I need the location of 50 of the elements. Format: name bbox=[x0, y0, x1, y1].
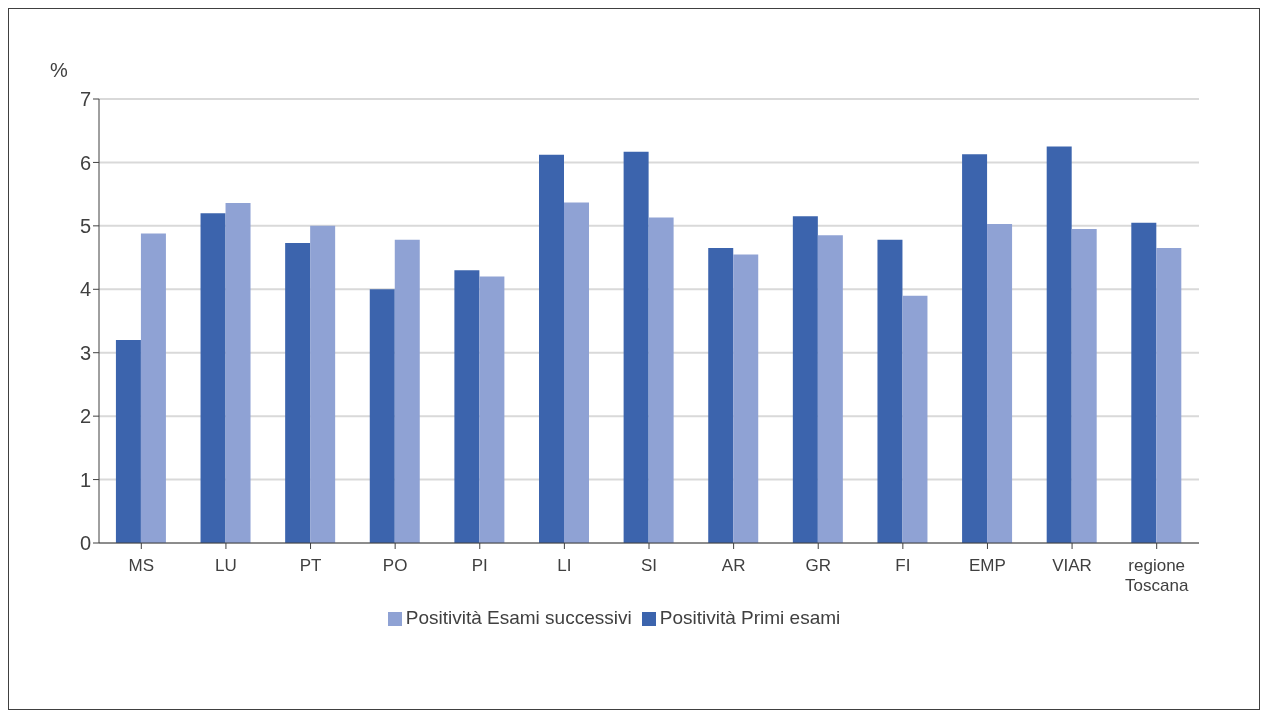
bar bbox=[479, 276, 505, 543]
x-tick-label: MS bbox=[128, 556, 155, 575]
x-tick-label: FI bbox=[895, 556, 911, 575]
y-tick-label: 1 bbox=[79, 468, 91, 491]
x-tick-label: LI bbox=[557, 556, 572, 575]
x-tick-label: PT bbox=[299, 556, 322, 575]
y-tick-label: 5 bbox=[79, 214, 91, 237]
x-tick-label: regione Toscana bbox=[1125, 556, 1189, 595]
bar bbox=[394, 239, 420, 543]
bar bbox=[987, 223, 1013, 543]
legend-label: Positività Primi esami bbox=[659, 607, 841, 628]
bar bbox=[792, 216, 818, 543]
bar bbox=[115, 340, 141, 543]
y-axis-title: % bbox=[50, 59, 69, 81]
bar bbox=[564, 202, 589, 543]
x-tick-label: AR bbox=[721, 556, 746, 575]
y-tick-label: 7 bbox=[79, 88, 91, 111]
y-tick-label: 3 bbox=[79, 341, 91, 364]
bar bbox=[877, 239, 903, 543]
x-tick-label: VIAR bbox=[1052, 556, 1092, 575]
bar bbox=[817, 235, 843, 543]
y-tick-label: 6 bbox=[79, 151, 91, 174]
bar bbox=[648, 217, 674, 543]
bar bbox=[285, 242, 311, 543]
bar bbox=[454, 270, 480, 543]
bar bbox=[708, 248, 734, 543]
bar bbox=[225, 203, 251, 543]
y-tick-label: 4 bbox=[79, 278, 91, 301]
x-tick-label: GR bbox=[805, 556, 831, 575]
bar bbox=[1131, 222, 1157, 543]
x-tick-label: PO bbox=[382, 556, 408, 575]
legend-label: Positività Esami successivi bbox=[405, 607, 632, 628]
x-tick-label: SI bbox=[640, 556, 658, 575]
y-tick-label: 2 bbox=[79, 405, 91, 428]
bar bbox=[962, 154, 988, 543]
x-tick-label: PI bbox=[471, 556, 488, 575]
bar bbox=[310, 225, 336, 543]
bar bbox=[902, 295, 928, 543]
bar bbox=[369, 289, 395, 543]
bar bbox=[1046, 146, 1072, 543]
bar bbox=[623, 151, 649, 543]
y-tick-label: 0 bbox=[79, 532, 91, 555]
bar bbox=[1156, 248, 1182, 543]
x-tick-label: EMP bbox=[969, 556, 1006, 575]
bar bbox=[733, 254, 759, 543]
x-tick-label: LU bbox=[215, 556, 237, 575]
bar bbox=[200, 213, 226, 543]
bar bbox=[140, 233, 166, 543]
bar bbox=[1071, 229, 1097, 543]
bar bbox=[539, 154, 564, 543]
